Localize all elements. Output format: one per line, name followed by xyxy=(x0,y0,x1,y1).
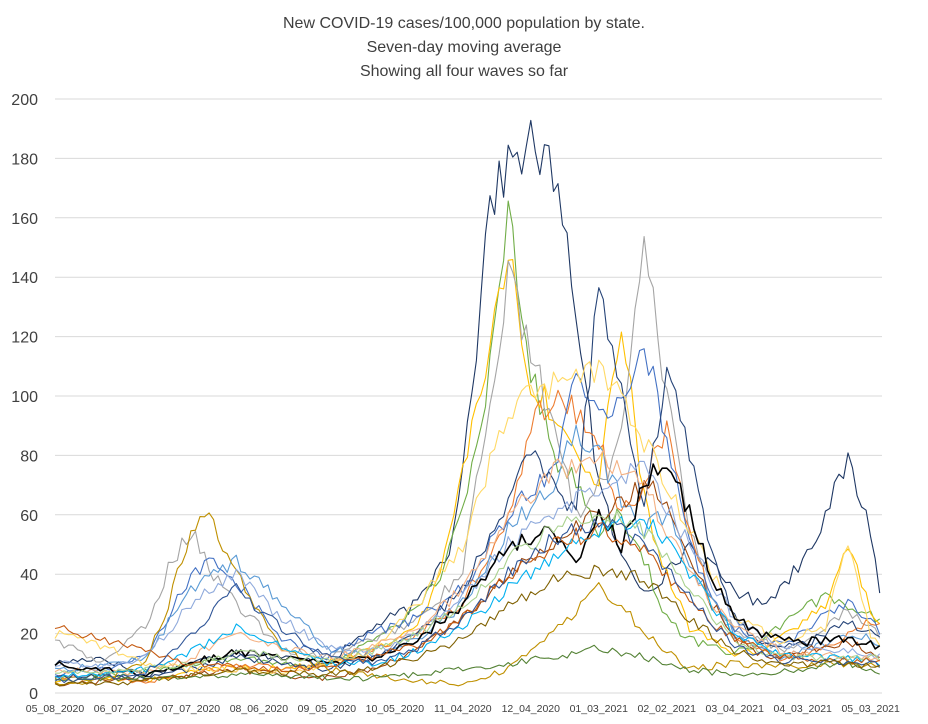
gridlines xyxy=(55,98,882,635)
series-line xyxy=(54,424,880,672)
title-line-1: New COVID-19 cases/100,000 population by… xyxy=(283,15,645,32)
title-line-2: Seven-day moving average xyxy=(367,39,562,56)
x-tick-label: 07_07_2020 xyxy=(162,703,221,715)
x-tick-label: 05_08_2020 xyxy=(26,703,85,715)
series-line xyxy=(55,510,881,675)
x-tick-label: 01_03_2021 xyxy=(570,703,629,715)
y-tick-label: 140 xyxy=(11,270,38,287)
y-tick-label: 0 xyxy=(29,686,38,703)
x-tick-label: 08_06_2020 xyxy=(230,703,289,715)
series-line xyxy=(54,449,881,676)
series-lines xyxy=(54,119,881,687)
y-tick-label: 180 xyxy=(11,151,38,168)
x-axis-tick-labels: 05_08_2020 06_07_2020 07_07_2020 08_06_2020… xyxy=(26,703,900,715)
x-tick-label: 04_03_2021 xyxy=(773,703,832,715)
y-tick-label: 80 xyxy=(20,448,38,465)
x-tick-label: 05_03_2021 xyxy=(841,703,900,715)
x-tick-label: 10_05_2020 xyxy=(366,703,425,715)
x-tick-label: 03_04_2021 xyxy=(706,703,765,715)
y-tick-label: 20 xyxy=(20,627,38,644)
y-axis-tick-labels: 0 20 40 60 80 100 120 140 160 180 200 xyxy=(11,92,38,703)
series-line xyxy=(54,287,880,680)
series-line xyxy=(54,359,881,675)
y-tick-label: 40 xyxy=(20,567,38,584)
y-tick-label: 100 xyxy=(11,389,38,406)
series-line xyxy=(54,644,880,683)
x-tick-label: 02_02_2021 xyxy=(638,703,697,715)
chart-title: New COVID-19 cases/100,000 population by… xyxy=(283,15,645,80)
series-line xyxy=(54,463,881,678)
series-line xyxy=(54,516,881,679)
y-tick-label: 160 xyxy=(11,211,38,228)
series-line xyxy=(54,460,881,670)
y-tick-label: 200 xyxy=(11,92,38,109)
series-line xyxy=(54,564,880,687)
y-tick-label: 120 xyxy=(11,330,38,347)
x-tick-label: 06_07_2020 xyxy=(94,703,153,715)
title-line-3: Showing all four waves so far xyxy=(360,63,569,80)
series-line xyxy=(54,512,880,687)
series-line xyxy=(54,348,881,677)
series-line xyxy=(54,521,880,673)
series-line xyxy=(54,518,881,684)
x-tick-label: 12_04_2020 xyxy=(502,703,561,715)
x-tick-label: 11_04_2020 xyxy=(434,703,492,715)
x-tick-label: 09_05_2020 xyxy=(298,703,357,715)
y-tick-label: 60 xyxy=(20,508,38,525)
